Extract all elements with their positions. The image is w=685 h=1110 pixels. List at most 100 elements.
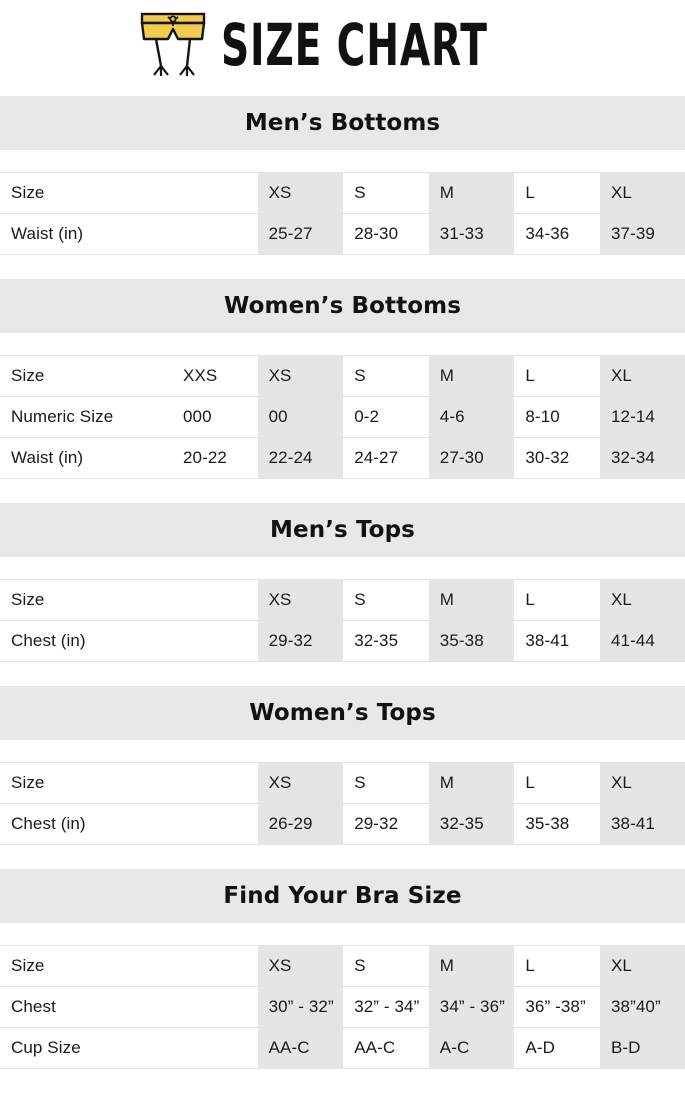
section-title: Women’s Bottoms [223,293,461,319]
table-row: Waist (in) 20-22 22-24 24-27 27-30 30-32 32-34 [0,437,685,479]
row-label: Size [0,762,172,804]
cell [172,945,258,987]
cell: 26-29 [257,803,344,845]
cell: S [343,355,429,397]
section-gap [0,333,685,355]
row-label: Numeric Size [0,396,172,438]
cell: 0-2 [343,396,429,438]
table-row: Size XS S M L XL [0,579,685,621]
table-row: Size XS S M L XL [0,762,685,804]
cell: XS [257,945,344,987]
cell [172,762,258,804]
section-mens-tops: Men’s Tops Size XS S M L XL Chest (in) 29-32 32-3… [0,503,685,686]
table-row: Size XXS XS S M L XL [0,355,685,397]
table-row: Chest 30” - 32” 32” - 34” 34” - 36” 36” -38”… [0,986,685,1028]
cell: XS [257,762,344,804]
cell: XL [599,579,685,621]
cell: 34” - 36” [428,986,515,1028]
cell: 12-14 [599,396,685,438]
row-label: Chest (in) [0,620,172,662]
cell: 37-39 [599,213,685,255]
section-header-mens-tops: Men’s Tops [0,503,685,557]
section-header-find-your-bra-size: Find Your Bra Size [0,869,685,923]
section-header-mens-bottoms: Men’s Bottoms [0,96,685,150]
row-label: Chest [0,986,172,1028]
cell: 22-24 [257,437,344,479]
row-label: Waist (in) [0,213,172,255]
section-gap [0,923,685,945]
cell [172,579,258,621]
row-label: Size [0,355,172,397]
cell: B-D [599,1027,685,1069]
row-label: Chest (in) [0,803,172,845]
cell: A-C [428,1027,515,1069]
table-mens-tops: Size XS S M L XL Chest (in) 29-32 32-35 35-38 38-4… [0,579,685,662]
cell: 28-30 [343,213,429,255]
cell: L [514,355,600,397]
cell: XL [599,945,685,987]
cell: 30-32 [514,437,600,479]
cell [172,986,258,1028]
cell: 25-27 [257,213,344,255]
cell: M [428,762,515,804]
cell [172,803,258,845]
section-title: Men’s Tops [270,517,415,543]
cell [172,620,258,662]
cell: L [514,172,600,214]
cell [172,172,258,214]
section-womens-bottoms: Women’s Bottoms Size XXS XS S M L XL Numeric Siz… [0,279,685,503]
cell: 4-6 [428,396,515,438]
cell: AA-C [257,1027,344,1069]
section-gap [0,150,685,172]
cell: 32-34 [599,437,685,479]
section-gap [0,557,685,579]
cell: 32-35 [343,620,429,662]
section-spacer [0,255,685,279]
section-title: Men’s Bottoms [244,110,441,136]
cell: 27-30 [428,437,515,479]
cell: L [514,762,600,804]
cell: AA-C [343,1027,429,1069]
section-spacer [0,845,685,869]
cell: 38-41 [514,620,600,662]
cell: M [428,355,515,397]
cell: A-D [514,1027,600,1069]
table-mens-bottoms: Size XS S M L XL Waist (in) 25-27 28-30 31-33 34-3… [0,172,685,255]
cell: L [514,945,600,987]
row-label: Size [0,172,172,214]
yellow-shorts-icon [140,12,205,76]
cell: 36” -38” [514,986,600,1028]
cell: 20-22 [172,437,258,479]
table-womens-tops: Size XS S M L XL Chest (in) 26-29 29-32 32-35 35-3… [0,762,685,845]
section-spacer [0,479,685,503]
cell [172,1027,258,1069]
row-label: Size [0,945,172,987]
cell [172,213,258,255]
row-label: Size [0,579,172,621]
cell: XL [599,172,685,214]
section-mens-bottoms: Men’s Bottoms Size XS S M L XL Waist (in) 25-27 2… [0,96,685,279]
section-spacer [0,1069,685,1093]
cell: S [343,579,429,621]
cell: XS [257,579,344,621]
cell: 29-32 [257,620,344,662]
cell: S [343,172,429,214]
cell: 24-27 [343,437,429,479]
cell: XS [257,355,344,397]
cell: 35-38 [514,803,600,845]
cell: XS [257,172,344,214]
section-gap [0,740,685,762]
section-title: Find Your Bra Size [223,883,462,909]
table-row: Waist (in) 25-27 28-30 31-33 34-36 37-39 [0,213,685,255]
cell: L [514,579,600,621]
table-row: Numeric Size 000 00 0-2 4-6 8-10 12-14 [0,396,685,438]
cell: 38”40” [599,986,685,1028]
section-find-your-bra-size: Find Your Bra Size Size XS S M L XL Chest 30” - … [0,869,685,1093]
page-title: SIZE CHART [220,11,488,79]
table-row: Cup Size AA-C AA-C A-C A-D B-D [0,1027,685,1069]
cell: M [428,579,515,621]
cell: XL [599,762,685,804]
cell: 29-32 [343,803,429,845]
table-womens-bottoms: Size XXS XS S M L XL Numeric Size 000 00 0-2 4-6 8-1… [0,355,685,479]
table-row: Size XS S M L XL [0,172,685,214]
